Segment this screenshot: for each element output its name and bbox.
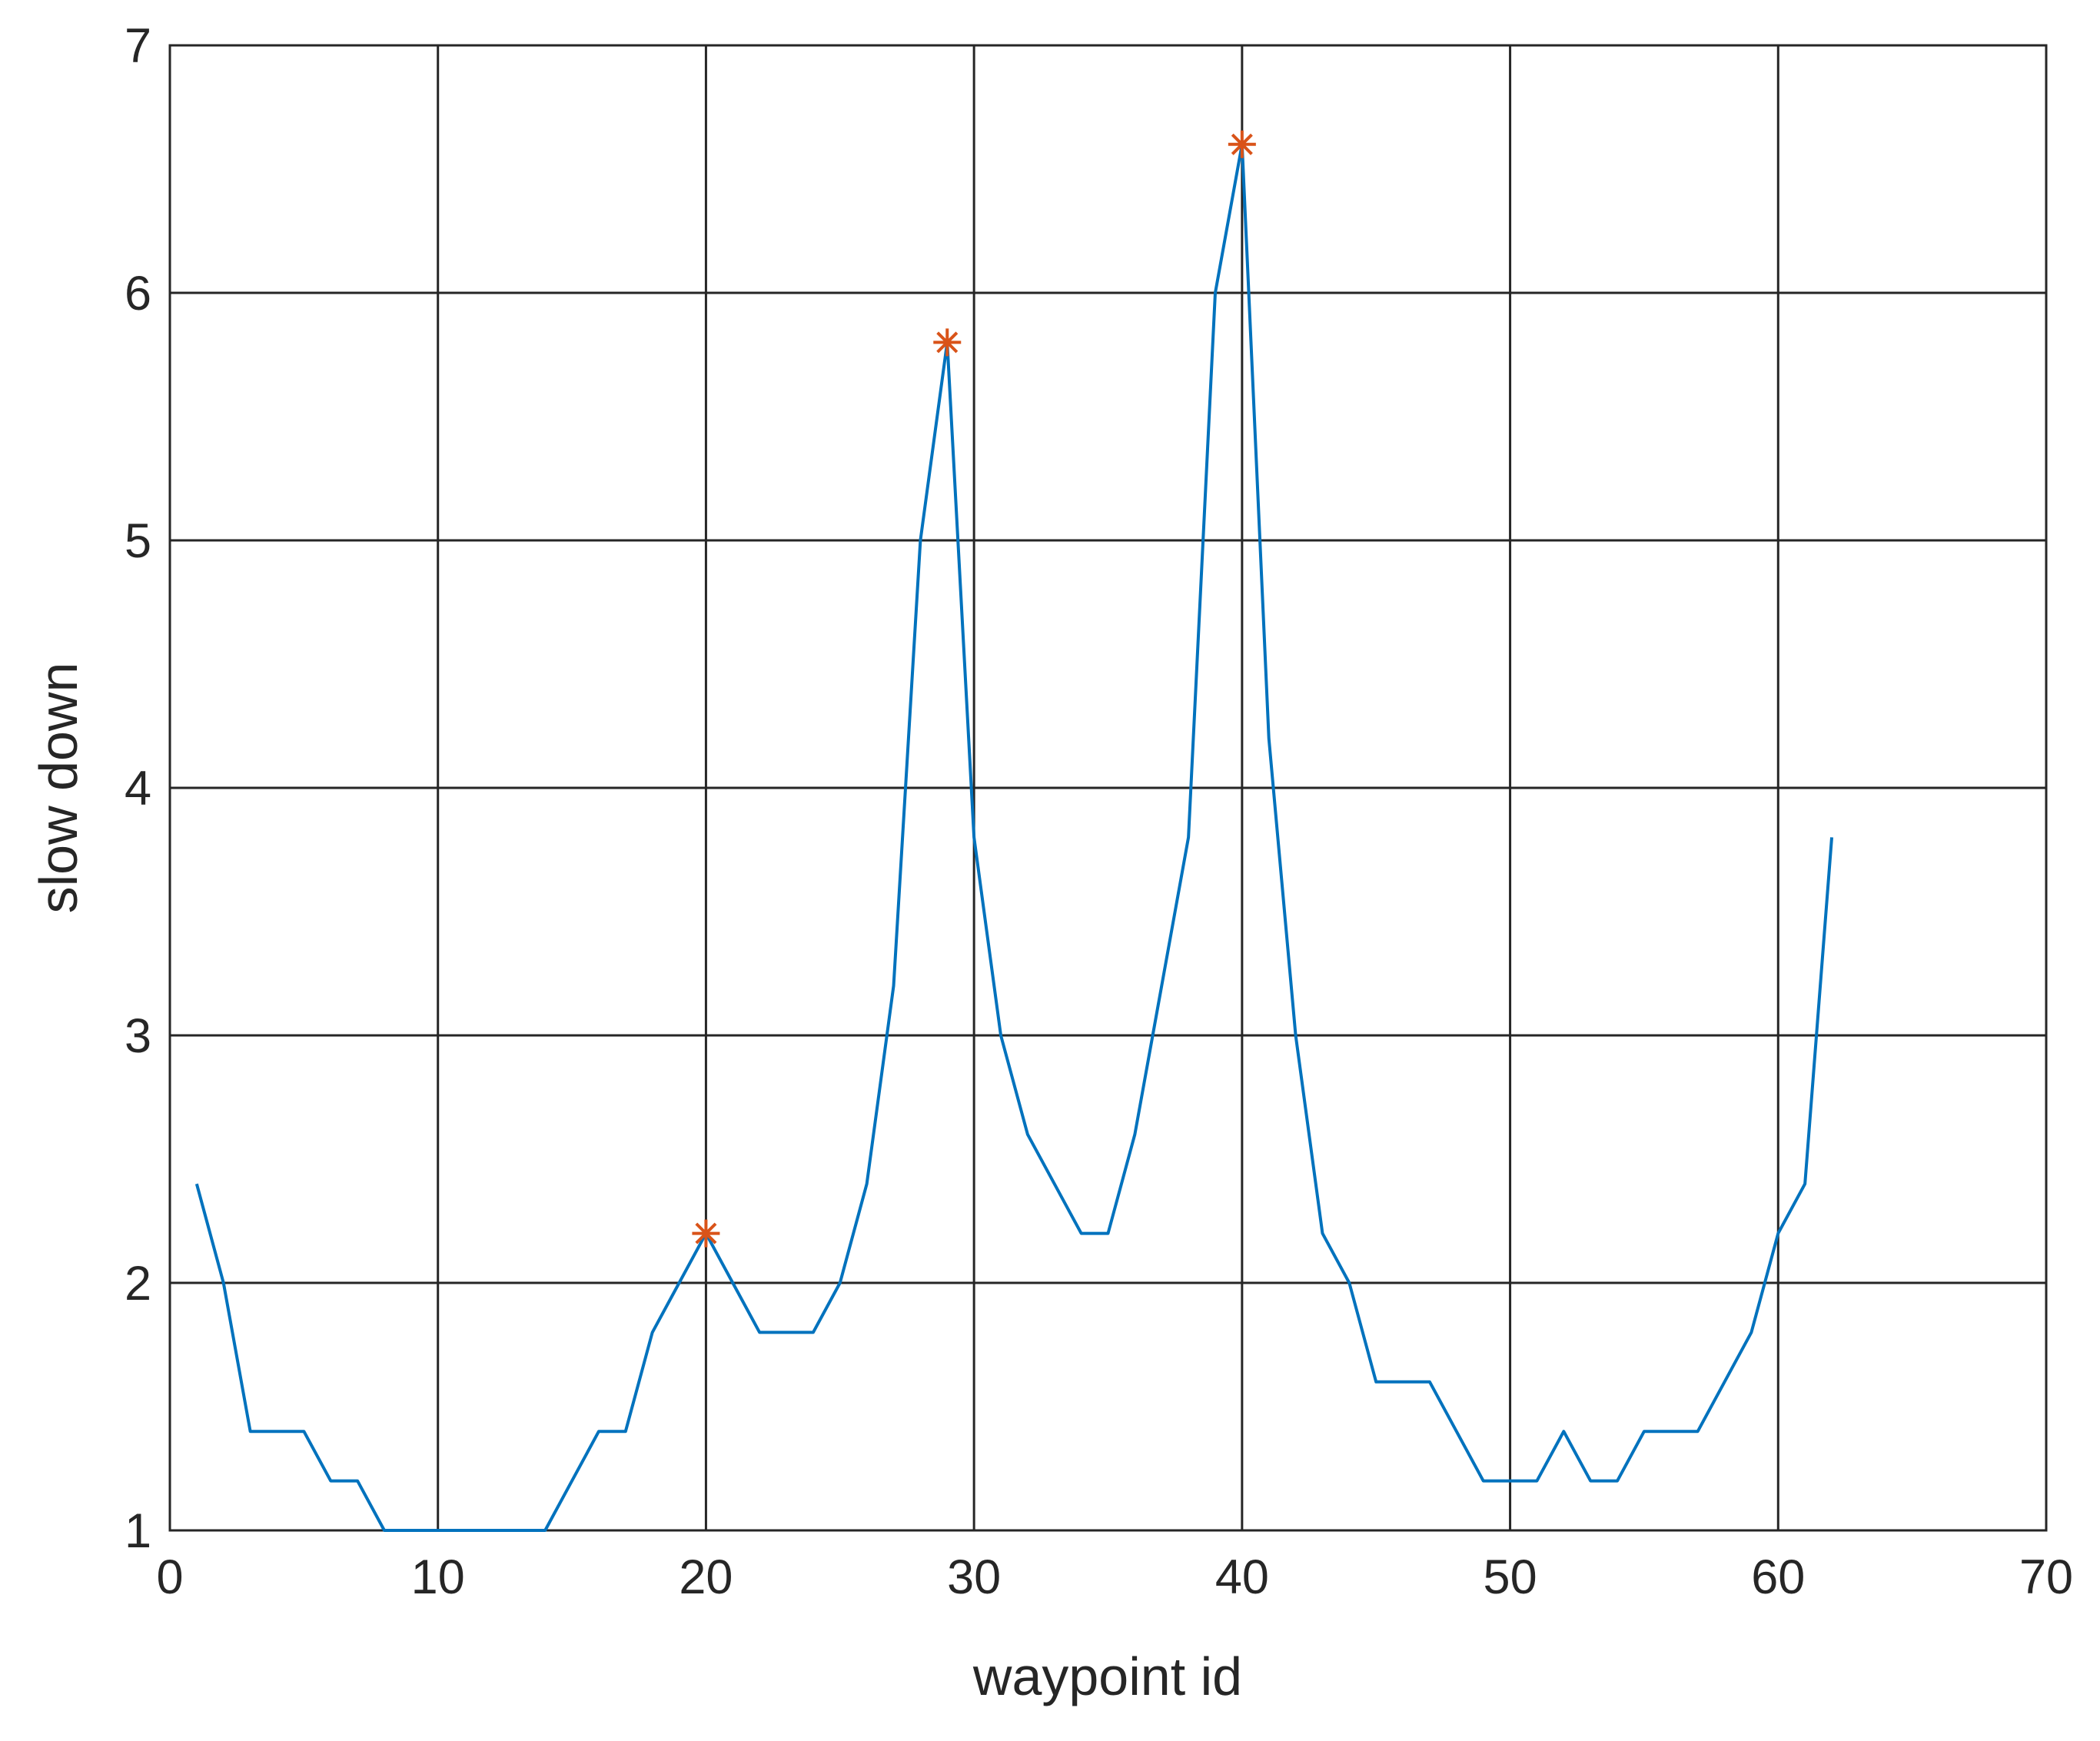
x-tick-label: 60 (1751, 1550, 1805, 1604)
peak-marker (692, 1219, 720, 1248)
data-line (194, 142, 1834, 1532)
y-tick-label: 1 (125, 1504, 151, 1558)
y-tick-label: 7 (125, 19, 151, 73)
x-tick-label: 0 (156, 1550, 183, 1604)
x-axis-label: waypoint id (972, 1646, 1242, 1706)
x-tick-label: 50 (1484, 1550, 1537, 1604)
x-tick-label: 30 (947, 1550, 1001, 1604)
y-axis-label: slow down (28, 663, 88, 914)
y-tick-label: 2 (125, 1257, 151, 1311)
x-tick-label: 40 (1215, 1550, 1269, 1604)
peak-marker (933, 328, 962, 357)
y-tick-label: 5 (125, 514, 151, 568)
plot-frame (168, 44, 2048, 1532)
y-tick-label: 6 (125, 267, 151, 321)
x-tick-label: 70 (2019, 1550, 2073, 1604)
x-tick-label: 20 (679, 1550, 733, 1604)
y-tick-label: 3 (125, 1009, 151, 1063)
peak-marker (1228, 130, 1256, 158)
y-tick-label: 4 (125, 762, 151, 816)
x-tick-label: 10 (411, 1550, 465, 1604)
